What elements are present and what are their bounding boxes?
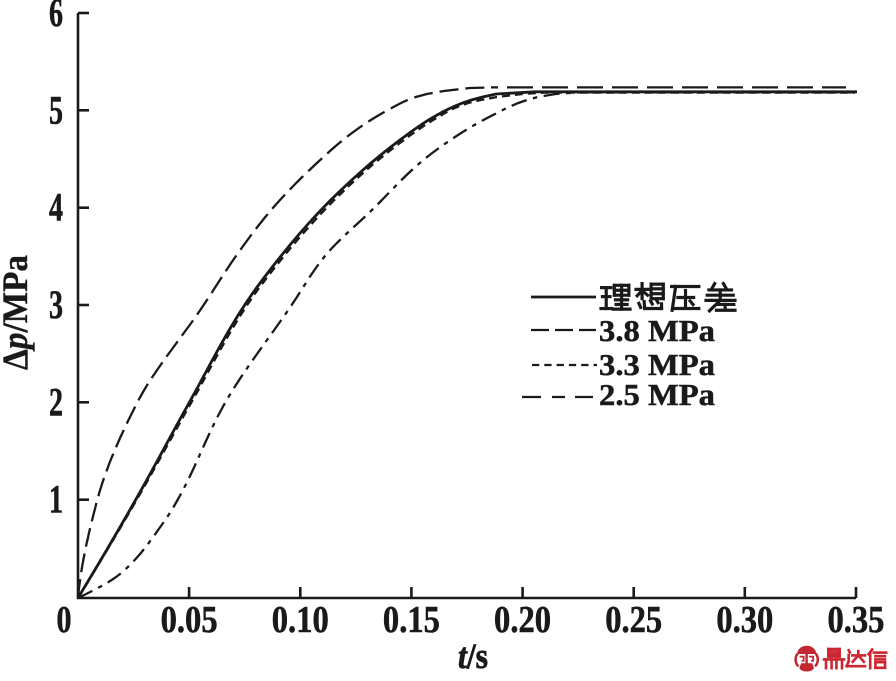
svg-text:2.5 MPa: 2.5 MPa xyxy=(599,377,716,412)
svg-text:0.05: 0.05 xyxy=(161,599,218,641)
svg-text:3: 3 xyxy=(49,282,63,327)
svg-text:0.30: 0.30 xyxy=(716,599,773,641)
svg-text:4: 4 xyxy=(49,185,63,230)
svg-text:5: 5 xyxy=(49,87,63,132)
svg-text:3.3 MPa: 3.3 MPa xyxy=(599,347,716,382)
svg-text:1: 1 xyxy=(49,477,63,522)
svg-text:Δp/MPa: Δp/MPa xyxy=(0,255,35,370)
svg-text:6: 6 xyxy=(49,0,63,35)
svg-text:0.20: 0.20 xyxy=(494,599,551,641)
svg-text:0.15: 0.15 xyxy=(383,599,440,641)
svg-text:t/s: t/s xyxy=(458,636,488,676)
svg-text:3.8 MPa: 3.8 MPa xyxy=(599,313,716,348)
svg-text:0.35: 0.35 xyxy=(827,599,884,641)
svg-text:2: 2 xyxy=(49,379,63,424)
svg-text:0.10: 0.10 xyxy=(272,599,329,641)
svg-text:0: 0 xyxy=(57,599,72,641)
svg-text:0.25: 0.25 xyxy=(605,599,662,641)
